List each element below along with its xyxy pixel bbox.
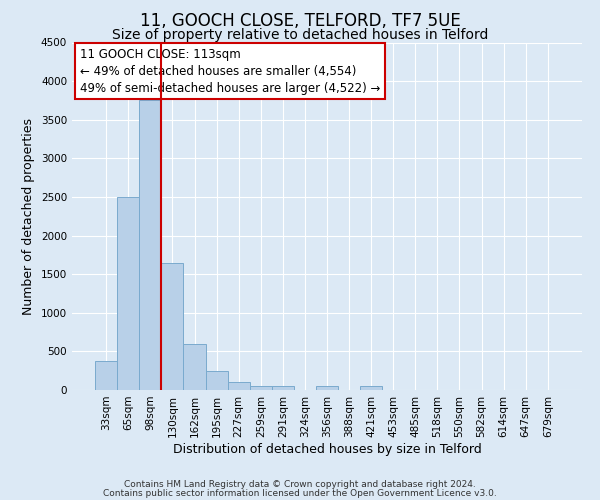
Text: Contains public sector information licensed under the Open Government Licence v3: Contains public sector information licen… [103,488,497,498]
Y-axis label: Number of detached properties: Number of detached properties [22,118,35,315]
Text: 11 GOOCH CLOSE: 113sqm
← 49% of detached houses are smaller (4,554)
49% of semi-: 11 GOOCH CLOSE: 113sqm ← 49% of detached… [80,48,380,94]
X-axis label: Distribution of detached houses by size in Telford: Distribution of detached houses by size … [173,442,481,456]
Bar [360,386,382,390]
Text: 11, GOOCH CLOSE, TELFORD, TF7 5UE: 11, GOOCH CLOSE, TELFORD, TF7 5UE [140,12,460,30]
Bar [227,382,250,390]
Bar [139,100,161,390]
Bar [272,386,294,390]
Text: Contains HM Land Registry data © Crown copyright and database right 2024.: Contains HM Land Registry data © Crown c… [124,480,476,489]
Bar [184,344,206,390]
Text: Size of property relative to detached houses in Telford: Size of property relative to detached ho… [112,28,488,42]
Bar [206,370,227,390]
Bar [250,386,272,390]
Bar [95,361,117,390]
Bar [316,386,338,390]
Bar [161,262,184,390]
Bar [117,197,139,390]
